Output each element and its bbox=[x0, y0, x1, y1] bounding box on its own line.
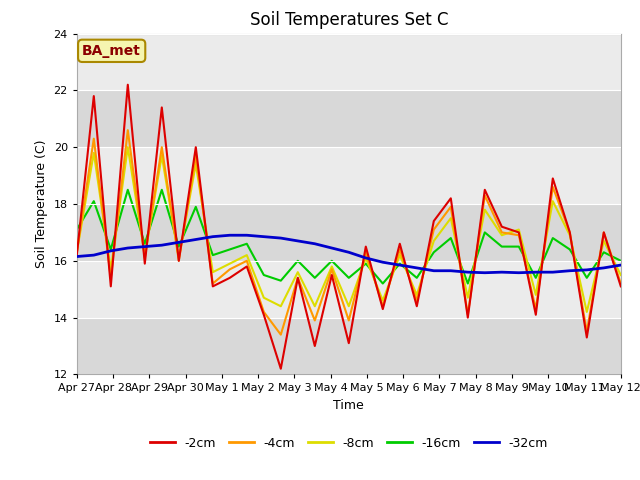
Bar bbox=[77, 34, 621, 90]
Bar bbox=[77, 147, 621, 204]
Title: Soil Temperatures Set C: Soil Temperatures Set C bbox=[250, 11, 448, 29]
Bar bbox=[77, 318, 621, 374]
Bar bbox=[77, 204, 621, 261]
X-axis label: Time: Time bbox=[333, 399, 364, 412]
Bar bbox=[77, 261, 621, 318]
Bar bbox=[77, 90, 621, 147]
Legend: -2cm, -4cm, -8cm, -16cm, -32cm: -2cm, -4cm, -8cm, -16cm, -32cm bbox=[145, 432, 553, 455]
Y-axis label: Soil Temperature (C): Soil Temperature (C) bbox=[35, 140, 48, 268]
Text: BA_met: BA_met bbox=[82, 44, 141, 58]
